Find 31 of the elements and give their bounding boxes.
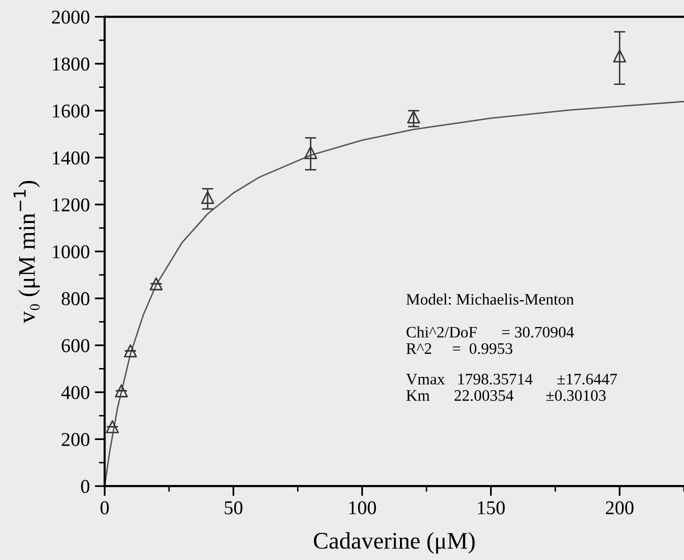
point — [106, 420, 119, 434]
point — [201, 190, 214, 204]
annotation: Model: Michaelis-Menton — [406, 293, 574, 305]
y-tick-label: 0 — [81, 480, 90, 494]
x-tick-label: 0 — [100, 501, 109, 514]
y-tick-label: 400 — [61, 386, 90, 400]
x-tick-label: 150 — [478, 501, 505, 514]
y-tick-label: 200 — [62, 432, 90, 446]
y-tick-label: 800 — [62, 292, 90, 306]
point — [150, 277, 163, 290]
y-axis-title: v₀ (μM min$^{−1}$) — [14, 180, 40, 324]
annotation: Chi^2/DoF = 30.70904 — [406, 326, 574, 338]
x-tick-label: 50 — [224, 501, 242, 514]
x-tick-label: 100 — [349, 501, 376, 514]
y-tick-label: 1200 — [52, 198, 90, 212]
y-tick-label: 1400 — [52, 151, 90, 165]
x-tick-label: 200 — [606, 501, 634, 514]
y-tick-label: 600 — [62, 339, 90, 352]
annotation: R^2 = 0.9953 — [406, 343, 512, 354]
annotation: Km 22.00354 ±0.30103 — [406, 390, 606, 401]
x-axis-title: Cadaverine (μM) — [314, 532, 475, 554]
point — [114, 384, 128, 398]
y-tick-label: 2000 — [52, 10, 90, 24]
y-tick-label: 1000 — [52, 245, 90, 258]
point — [407, 110, 420, 124]
y-tick-label: 1800 — [52, 58, 90, 71]
point — [124, 344, 137, 358]
annotation: Vmax 1798.35714 ±17.6447 — [406, 374, 617, 385]
point — [613, 49, 626, 62]
point — [304, 146, 318, 160]
y-tick-label: 1600 — [52, 104, 90, 118]
